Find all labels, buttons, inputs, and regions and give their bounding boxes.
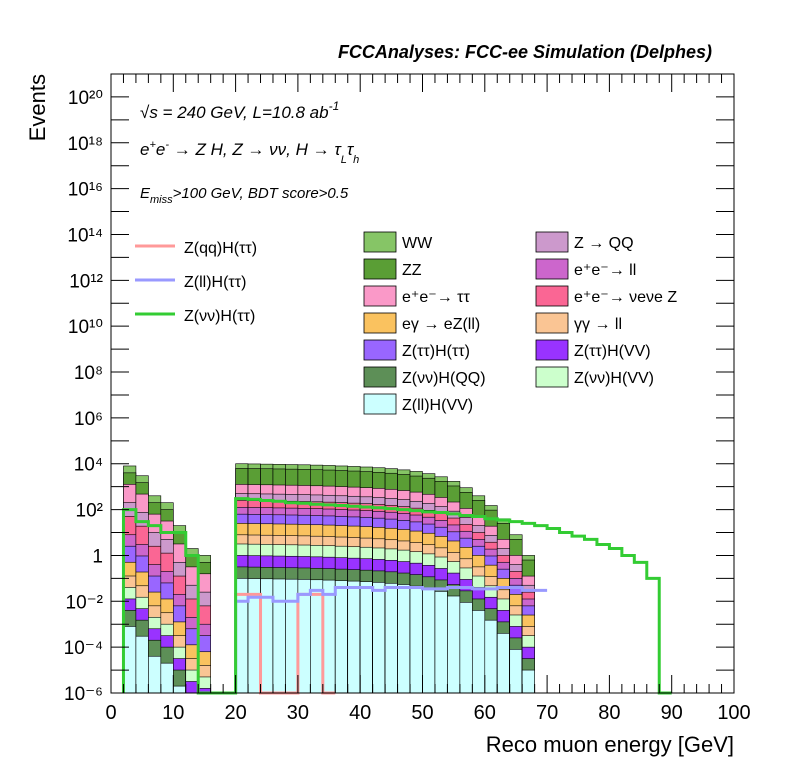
histogram-bar (372, 582, 386, 694)
legend-label: e⁺e⁻→ ττ (402, 289, 470, 306)
legend-swatch (363, 258, 397, 280)
histogram-bar (310, 579, 324, 694)
legend-label: Z → QQ (574, 235, 634, 252)
legend-label: Z(ττ)H(ττ) (402, 343, 470, 360)
histogram-bar (322, 579, 336, 694)
legend-swatch (363, 312, 397, 334)
y-tick-label: 10⁻⁶ (64, 684, 103, 705)
histogram-bar (285, 578, 299, 694)
legend-swatch (363, 339, 397, 361)
histogram-bar (334, 580, 349, 694)
legend-swatch (535, 339, 569, 361)
histogram-bar (123, 626, 137, 694)
histogram-bar (434, 591, 448, 694)
histogram-bar (384, 582, 398, 694)
histogram-bar (509, 649, 523, 694)
legend-label: eγ → eZ(ll) (402, 316, 480, 333)
legend-label: e⁺e⁻→ νeνe Z (574, 289, 677, 306)
x-tick-label: 30 (287, 702, 309, 724)
legend-swatch (535, 312, 569, 334)
annotations: √s = 240 GeV, L=10.8 ab-1 e+e- → Z H, Z … (140, 99, 359, 206)
histogram-bar (496, 633, 511, 694)
legend-swatch (363, 231, 397, 253)
y-tick-label: 10⁸ (74, 363, 103, 384)
x-tick-label: 80 (598, 702, 620, 724)
x-axis-label: Reco muon energy [GeV] (486, 732, 734, 757)
legend-label: ZZ (402, 262, 422, 279)
histogram-bar (397, 584, 411, 694)
series-line (121, 497, 672, 695)
y-tick-label: 1 (92, 546, 103, 567)
legend-label: Z(ll)H(ττ) (184, 274, 246, 291)
y-tick-label: 10¹² (69, 271, 103, 292)
x-tick-label: 40 (349, 702, 371, 724)
histogram-bar (484, 619, 498, 694)
legend-label: Z(ll)H(VV) (402, 397, 473, 414)
legend-label: WW (402, 235, 433, 252)
y-axis-label: Events (25, 74, 50, 141)
x-tick-label: 60 (474, 702, 496, 724)
chart-header-title: FCCAnalyses: FCC-ee Simulation (Delphes) (338, 42, 712, 62)
legend: Z(qq)H(ττ) Z(ll)H(ττ) Z(νν)H(ττ) WW ZZ e⁺e⁻→ … (135, 231, 677, 415)
x-tick-label: 0 (105, 702, 116, 724)
legend-label: Z(ττ)H(VV) (574, 343, 651, 360)
y-tick-label: 10¹⁸ (68, 134, 103, 155)
histogram-bar (521, 669, 535, 694)
legend-swatch (363, 366, 397, 388)
legend-label: Z(qq)H(ττ) (184, 240, 257, 257)
x-tick-label: 70 (536, 702, 558, 724)
x-tick-label: 50 (411, 702, 433, 724)
legend-label: Z(νν)H(ττ) (184, 308, 255, 325)
histogram-bar (272, 578, 286, 694)
annotation-cuts: Emiss>100 GeV, BDT score>0.5 (140, 185, 349, 206)
y-tick-label: 10¹⁶ (68, 180, 103, 201)
series-line (234, 585, 548, 693)
histogram-bar (135, 635, 149, 694)
x-tick-label: 100 (717, 702, 750, 724)
histogram-bar (459, 602, 473, 694)
histogram-bar (297, 579, 311, 694)
histogram-bar (359, 581, 373, 694)
legend-swatch (535, 258, 569, 280)
legend-label: Z(νν)H(QQ) (402, 370, 486, 387)
x-tick-label: 20 (224, 702, 246, 724)
histogram-bar (173, 685, 187, 694)
legend-swatch (535, 231, 569, 253)
histogram-bar (409, 585, 423, 694)
histogram-bar (148, 655, 162, 694)
histogram-bar (472, 610, 486, 694)
legend-label: Z(νν)H(VV) (574, 370, 654, 387)
legend-swatch (363, 285, 397, 307)
legend-swatch (535, 366, 569, 388)
legend-swatch (535, 285, 569, 307)
x-tick-label: 10 (162, 702, 184, 724)
histogram-bar (347, 580, 361, 694)
y-tick-label: 10⁴ (74, 455, 103, 476)
y-tick-label: 10¹⁰ (68, 317, 103, 338)
y-tick-label: 10²⁰ (68, 88, 103, 109)
y-tick-label: 10² (76, 501, 103, 522)
y-tick-label: 10⁻² (66, 592, 104, 613)
y-tick-label: 10⁶ (74, 409, 103, 430)
legend-label: e⁺e⁻→ ll (574, 262, 636, 279)
x-tick-label: 90 (661, 702, 683, 724)
annotation-energy-lumi: √s = 240 GeV, L=10.8 ab-1 (140, 99, 339, 122)
legend-label: γγ → ll (574, 316, 622, 333)
plot-area: 0 10 20 30 40 50 60 70 80 90 100 10⁻⁶ 10⁻⁴ 10⁻² 1 10² 10… (64, 73, 751, 724)
histogram-bar (422, 587, 436, 694)
legend-swatch (363, 393, 397, 415)
y-tick-label: 10⁻⁴ (64, 638, 103, 659)
histogram-bar (185, 681, 199, 694)
y-tick-label: 10¹⁴ (67, 225, 103, 246)
histogram-bar (447, 595, 461, 694)
histogram-bar (160, 662, 174, 694)
